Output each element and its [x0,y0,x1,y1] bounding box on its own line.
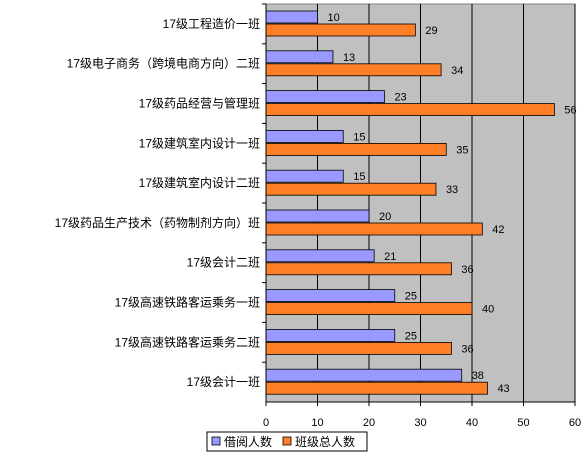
legend-swatch-total [282,436,292,446]
x-tick-label: 0 [263,417,269,429]
x-axis-ticks: 0 10 20 30 40 50 60 [263,402,581,429]
category-label: 17级建筑室内设计一班 [139,135,260,150]
legend-label-total: 班级总人数 [295,434,355,449]
data-label: 42 [492,224,504,236]
bar-total [265,302,473,316]
category-label: 17级会计二班 [187,256,260,270]
data-label: 21 [384,251,396,263]
data-label: 25 [405,330,417,342]
data-label: 43 [497,383,509,395]
data-label: 10 [328,12,340,24]
legend-swatch-borrowers [211,436,221,446]
category-label: 17级会计一班 [187,375,260,389]
category-label: 17级工程造价一班 [163,16,260,31]
bar-borrowers [265,328,396,342]
bar-borrowers [265,90,385,103]
data-label: 25 [405,291,417,303]
bar-total [265,103,555,116]
bar-borrowers [265,169,344,183]
data-label: 35 [456,144,468,156]
bar-borrowers [265,209,370,223]
x-tick-label: 60 [569,417,581,429]
data-label: 15 [353,171,365,183]
bar-total [265,23,416,37]
bar-borrowers [265,50,334,64]
category-labels: 17级工程造价一班 17级电子商务（跨境电商方向）二班 17级药品经营与管理班 17级… [55,3,266,389]
data-label: 36 [461,343,473,355]
bar-total [265,381,488,395]
plot-area: 10 29 13 34 23 56 15 35 15 33 20 42 21 36 25 40 25 36 38 43 [265,3,577,403]
data-label: 34 [451,65,463,77]
category-label: 17级药品经营与管理班 [139,96,260,111]
bar-total [265,182,437,196]
bar-total [265,262,452,276]
category-label: 17级电子商务（跨境电商方向）二班 [67,56,260,71]
category-label: 17级药品生产技术（药物制剂方向）班 [55,215,260,230]
data-label: 38 [472,370,484,382]
x-tick-label: 40 [466,417,478,429]
legend-label-borrowers: 借阅人数 [224,434,272,449]
category-label: 17级高速铁路客运乘务一班 [115,295,260,310]
bar-borrowers [265,368,463,382]
data-label: 36 [461,264,473,276]
x-tick-label: 30 [414,417,426,429]
category-label: 17级建筑室内设计二班 [139,175,260,190]
bar-borrowers [265,129,344,143]
data-label: 20 [379,211,391,223]
data-label: 13 [343,52,355,64]
bar-borrowers [265,249,375,263]
bar-borrowers [265,10,318,24]
x-tick-label: 20 [363,417,375,429]
data-label: 40 [482,304,494,316]
data-label: 15 [353,131,365,143]
x-tick-label: 50 [517,417,529,429]
bar-borrowers [265,289,396,303]
bar-total [265,63,442,77]
bar-total [265,222,483,236]
x-tick-label: 10 [311,417,323,429]
bar-total [265,341,452,355]
category-label: 17级高速铁路客运乘务二班 [115,334,260,349]
legend: 借阅人数 班级总人数 [206,431,368,452]
data-label: 56 [564,105,576,117]
data-label: 33 [446,184,458,196]
data-label: 23 [394,92,406,104]
data-label: 29 [425,25,437,37]
bar-total [265,142,447,156]
